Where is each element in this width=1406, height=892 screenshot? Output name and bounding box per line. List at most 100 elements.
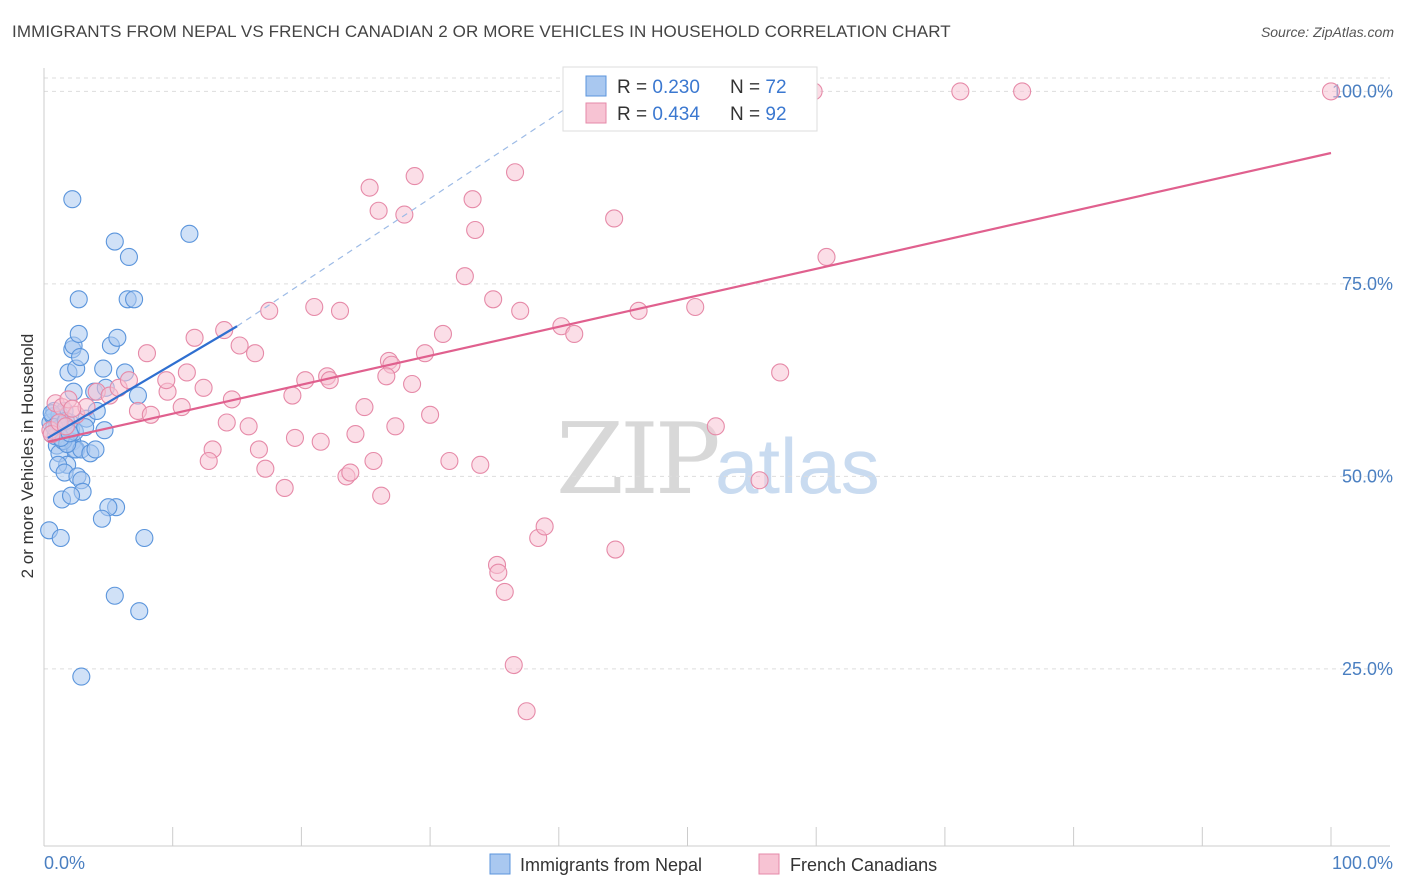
data-point (137, 344, 157, 363)
data-point (386, 417, 405, 436)
data-point (606, 540, 625, 559)
legend-r-label-2: R = (617, 104, 652, 125)
data-point (455, 267, 474, 286)
watermark-zip: ZIP (556, 403, 718, 517)
x-tick-label-max: 100.0% (1332, 853, 1393, 873)
y-tick-label: 100.0% (1332, 81, 1393, 101)
data-point (471, 455, 490, 474)
bottom-legend-swatch-french-canadians (758, 853, 780, 875)
legend-n-label-2: N = (730, 104, 765, 125)
y-tick-label: 25.0% (1342, 659, 1393, 679)
data-point (377, 367, 396, 386)
svg-text:R = 0.434: R = 0.434 (617, 104, 700, 125)
data-point (128, 386, 148, 405)
data-point (433, 324, 453, 344)
data-point (495, 582, 514, 601)
data-point (70, 347, 90, 367)
data-point (230, 336, 249, 355)
legend-r-value-2: 0.434 (652, 104, 700, 125)
data-point (535, 517, 554, 536)
data-point (484, 290, 503, 309)
data-point (605, 209, 624, 228)
data-point (61, 486, 81, 505)
data-point (177, 363, 196, 382)
data-point (817, 247, 836, 267)
data-point (395, 205, 414, 224)
data-point (194, 378, 213, 397)
legend-n-value-2: 92 (765, 104, 786, 125)
chart-title: IMMIGRANTS FROM NEPAL VS FRENCH CANADIAN… (12, 22, 951, 41)
data-point (86, 440, 105, 459)
data-point (256, 459, 275, 478)
data-point (63, 399, 82, 418)
data-point (440, 451, 459, 471)
data-point (69, 290, 88, 309)
svg-text:N = 72: N = 72 (730, 77, 787, 98)
data-point (119, 371, 138, 390)
data-point (119, 247, 138, 267)
data-point (405, 167, 424, 186)
data-point (330, 301, 350, 320)
svg-text:R = 0.230: R = 0.230 (617, 77, 700, 98)
y-tick-labels: 25.0% 50.0% 75.0% 100.0% (1332, 81, 1393, 679)
data-point (305, 297, 324, 317)
data-point (1321, 82, 1341, 101)
data-point (706, 417, 725, 436)
data-point (355, 398, 374, 417)
data-point (239, 417, 258, 436)
data-point (1013, 82, 1032, 101)
data-point (185, 328, 204, 347)
data-point (517, 702, 536, 721)
data-point (105, 586, 124, 605)
data-point (285, 428, 305, 447)
legend-n-value-1: 72 (765, 77, 786, 98)
trend-lines (47, 87, 1332, 443)
series-french-canadians-points (41, 82, 1341, 721)
data-point (403, 374, 422, 394)
source-label: Source: ZipAtlas.com (1260, 24, 1394, 40)
legend: R = 0.230 N = 72 R = 0.434 N = 92 (562, 66, 818, 132)
data-point (130, 602, 149, 621)
trend-line-nepal (47, 325, 238, 439)
legend-r-label-1: R = (617, 77, 652, 98)
bottom-legend-swatch-nepal (489, 853, 511, 875)
data-point (246, 344, 265, 363)
data-point (249, 440, 268, 459)
data-point (463, 190, 482, 209)
data-point (283, 386, 302, 405)
data-point (157, 371, 176, 390)
data-point (771, 363, 790, 382)
data-point (311, 432, 330, 451)
data-point (565, 324, 584, 344)
data-point (686, 297, 705, 317)
data-point (341, 463, 360, 482)
x-tick-label-min: 0.0% (44, 853, 85, 873)
y-tick-label: 75.0% (1342, 274, 1393, 294)
data-point (360, 178, 379, 197)
y-tick-label: 50.0% (1342, 466, 1393, 486)
x-ticks (43, 827, 1332, 846)
data-point (511, 301, 530, 320)
watermark-atlas: atlas (715, 422, 880, 510)
data-point (63, 190, 82, 209)
gridlines (44, 77, 1390, 670)
trend-line-french-canadians (47, 151, 1332, 443)
data-point (108, 328, 127, 347)
data-point (750, 471, 769, 490)
data-point (346, 424, 365, 444)
data-point (105, 232, 124, 251)
svg-text:N = 92: N = 92 (730, 104, 787, 125)
data-point (260, 301, 279, 320)
data-point (372, 486, 391, 505)
trend-line-nepal-extension (236, 87, 598, 327)
data-point (369, 201, 388, 220)
data-point (217, 413, 236, 432)
data-point (951, 82, 970, 101)
watermark: ZIP atlas (556, 403, 880, 517)
data-point (51, 528, 70, 548)
data-point (72, 667, 91, 686)
data-point (489, 563, 508, 582)
bottom-legend: Immigrants from Nepal French Canadians (489, 853, 937, 875)
data-point (94, 359, 113, 378)
